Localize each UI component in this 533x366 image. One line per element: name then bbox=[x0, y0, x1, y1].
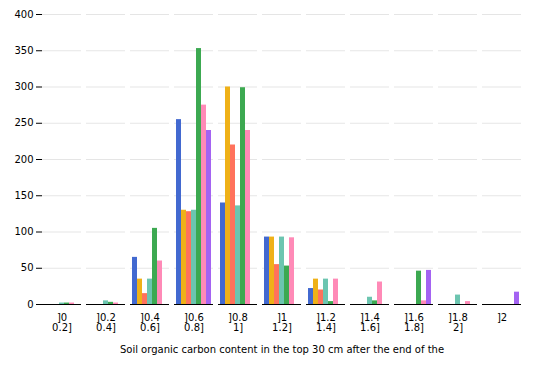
svg-text:]2: ]2 bbox=[497, 312, 507, 323]
svg-text:]0.20.4]: ]0.20.4] bbox=[96, 312, 116, 333]
svg-text:]1.61.8]: ]1.61.8] bbox=[404, 312, 424, 333]
svg-text:Soil organic carbon content in: Soil organic carbon content in the top 3… bbox=[120, 344, 444, 355]
svg-text:]0.81]: ]0.81] bbox=[228, 312, 248, 333]
svg-text:50: 50 bbox=[21, 262, 34, 273]
svg-text:]0.40.6]: ]0.40.6] bbox=[140, 312, 160, 333]
svg-text:350: 350 bbox=[14, 45, 33, 56]
svg-text:]0.60.8]: ]0.60.8] bbox=[184, 312, 204, 333]
svg-text:400: 400 bbox=[14, 9, 33, 20]
svg-text:150: 150 bbox=[14, 190, 33, 201]
svg-text:]11.2]: ]11.2] bbox=[272, 312, 292, 333]
svg-text:]1.82]: ]1.82] bbox=[448, 312, 468, 333]
svg-text:300: 300 bbox=[14, 81, 33, 92]
svg-text:200: 200 bbox=[14, 154, 33, 165]
svg-text:]1.21.4]: ]1.21.4] bbox=[316, 312, 336, 333]
svg-text:]00.2]: ]00.2] bbox=[52, 312, 72, 333]
svg-text:0: 0 bbox=[27, 299, 33, 310]
svg-text:]1.41.6]: ]1.41.6] bbox=[360, 312, 380, 333]
svg-text:100: 100 bbox=[14, 226, 33, 237]
svg-text:250: 250 bbox=[14, 117, 33, 128]
